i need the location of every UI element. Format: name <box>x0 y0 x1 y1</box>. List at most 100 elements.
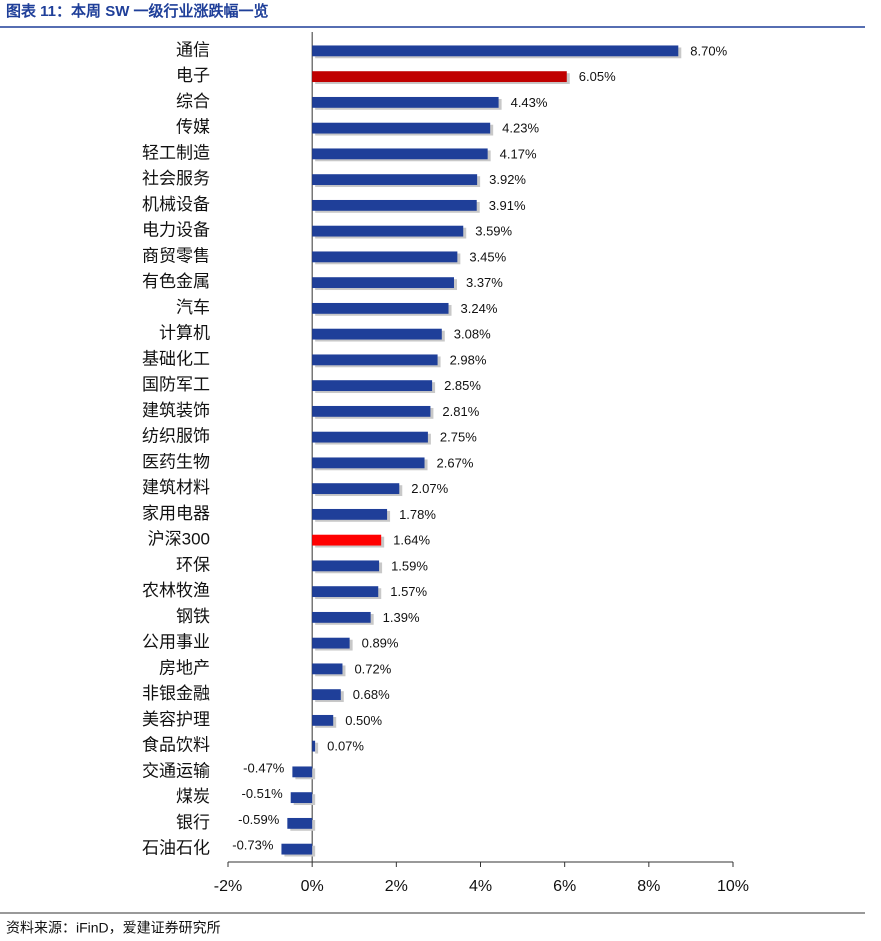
y-tick-label: 煤炭 <box>176 787 210 806</box>
y-tick-label: 美容护理 <box>142 710 210 729</box>
y-tick-label: 汽车 <box>176 298 210 317</box>
x-tick-label: -2% <box>214 878 242 895</box>
y-tick-label: 电力设备 <box>142 221 210 240</box>
value-label: 2.67% <box>437 455 474 470</box>
bar <box>312 251 458 263</box>
bar <box>312 225 464 237</box>
value-label: -0.59% <box>238 812 280 827</box>
bar <box>312 380 433 392</box>
y-tick-label: 医药生物 <box>142 452 210 471</box>
y-tick-label: 通信 <box>176 40 210 59</box>
y-tick-label: 社会服务 <box>142 169 210 188</box>
value-label: 1.64% <box>393 533 430 548</box>
bar <box>312 534 382 546</box>
value-label: 3.91% <box>489 198 526 213</box>
x-tick-label: 2% <box>385 878 408 895</box>
bar <box>312 611 371 623</box>
y-tick-label: 钢铁 <box>176 607 210 626</box>
bar <box>312 637 350 649</box>
value-label: 3.92% <box>489 172 526 187</box>
x-tick-label: 10% <box>717 878 749 895</box>
y-tick-label: 交通运输 <box>142 761 210 780</box>
y-tick-label: 基础化工 <box>142 349 210 368</box>
value-label: 1.59% <box>391 558 428 573</box>
bar <box>312 740 316 752</box>
bar <box>312 328 442 340</box>
value-label: 0.68% <box>353 687 390 702</box>
bar <box>312 714 334 726</box>
value-label: 1.57% <box>390 584 427 599</box>
value-label: 3.24% <box>461 301 498 316</box>
value-label: -0.73% <box>232 838 274 853</box>
bar <box>312 148 488 160</box>
value-label: 3.08% <box>454 327 491 342</box>
value-label: 4.43% <box>511 95 548 110</box>
value-label: 8.70% <box>690 43 727 58</box>
y-tick-label: 银行 <box>176 813 210 832</box>
x-tick-label: 0% <box>301 878 324 895</box>
value-label: 0.89% <box>362 636 399 651</box>
y-tick-label: 计算机 <box>159 324 210 343</box>
value-label: 3.45% <box>469 249 506 264</box>
value-label: 4.23% <box>502 121 539 136</box>
bar <box>312 457 425 469</box>
bar <box>312 689 341 701</box>
chart-title: 图表 11：本周 SW 一级行业涨跌幅一览 <box>6 2 269 20</box>
bar <box>312 122 491 134</box>
value-label: 0.07% <box>327 739 364 754</box>
value-label: -0.51% <box>242 786 284 801</box>
y-tick-label: 有色金属 <box>142 272 210 291</box>
bar <box>312 405 431 417</box>
value-label: 1.39% <box>383 610 420 625</box>
value-label: 3.59% <box>475 224 512 239</box>
y-tick-label: 建筑装饰 <box>142 401 210 420</box>
bar <box>312 302 449 314</box>
value-label: 2.85% <box>444 378 481 393</box>
y-tick-label: 环保 <box>176 555 210 574</box>
y-tick-label: 轻工制造 <box>142 143 210 162</box>
y-tick-label: 石油石化 <box>142 839 210 858</box>
y-tick-label: 建筑材料 <box>142 478 210 497</box>
bar <box>290 792 313 804</box>
y-tick-label: 国防军工 <box>142 375 210 394</box>
y-tick-label: 综合 <box>176 92 210 111</box>
bar <box>312 71 567 83</box>
bar <box>312 354 438 366</box>
x-tick-label: 4% <box>469 878 492 895</box>
value-label: 6.05% <box>579 69 616 84</box>
bar <box>312 174 478 186</box>
value-label: 2.07% <box>411 481 448 496</box>
bar <box>312 560 380 572</box>
y-tick-label: 食品饮料 <box>142 736 210 755</box>
bar <box>312 663 343 675</box>
bar <box>312 586 379 598</box>
bar <box>312 508 388 520</box>
y-tick-label: 沪深300 <box>148 530 210 549</box>
y-tick-label: 电子 <box>176 66 210 85</box>
bar <box>312 277 454 289</box>
bar <box>292 766 313 778</box>
bar <box>312 199 477 211</box>
value-label: 2.81% <box>442 404 479 419</box>
x-tick-label: 8% <box>637 878 660 895</box>
x-tick-label: 6% <box>553 878 576 895</box>
y-tick-label: 农林牧渔 <box>142 581 210 600</box>
bar <box>312 96 499 108</box>
value-label: -0.47% <box>243 760 285 775</box>
y-tick-label: 非银金融 <box>142 684 210 703</box>
value-label: 3.37% <box>466 275 503 290</box>
bar <box>287 817 313 829</box>
value-label: 4.17% <box>500 146 537 161</box>
value-label: 2.98% <box>450 352 487 367</box>
value-label: 2.75% <box>440 430 477 445</box>
value-label: 1.78% <box>399 507 436 522</box>
y-tick-label: 家用电器 <box>142 504 210 523</box>
source-note: 资料来源：iFinD，爱建证券研究所 <box>6 920 221 936</box>
y-tick-label: 机械设备 <box>142 195 210 214</box>
y-tick-label: 传媒 <box>176 118 210 137</box>
bar <box>312 45 679 57</box>
bar <box>312 431 428 443</box>
bar-shadow <box>315 742 319 754</box>
